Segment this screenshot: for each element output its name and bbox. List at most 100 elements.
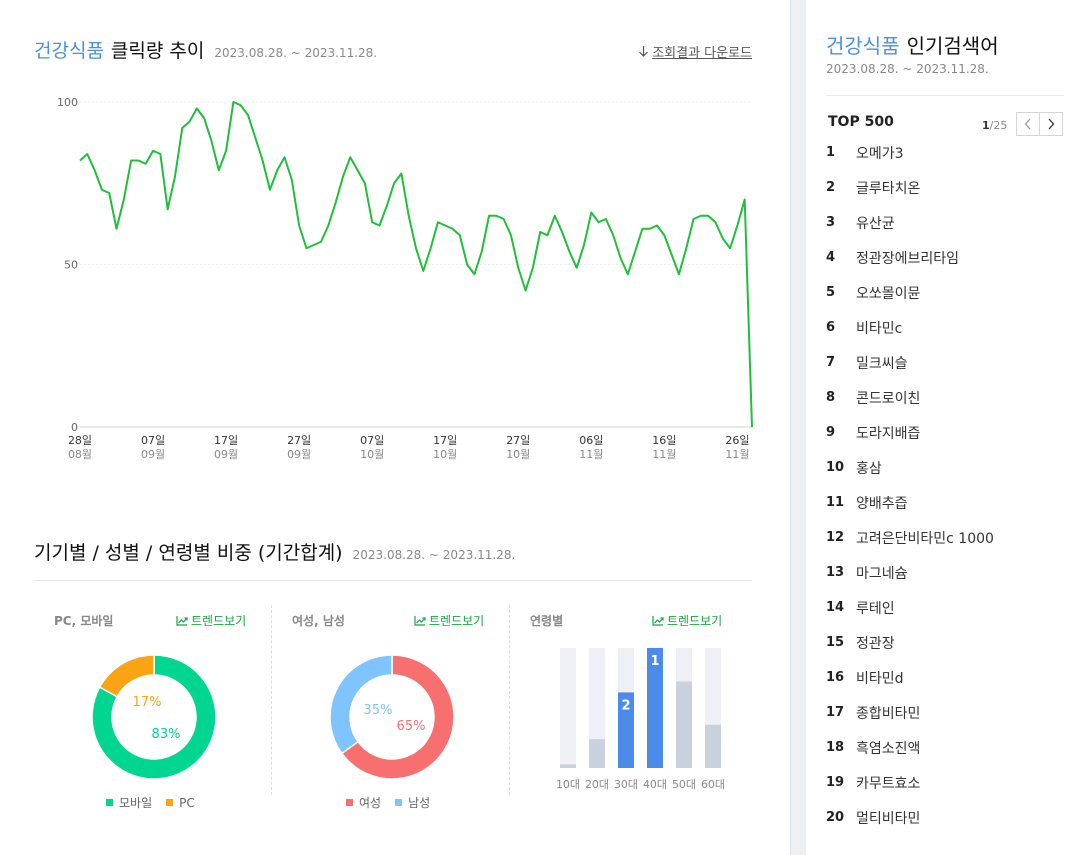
age-category-label: 30대	[614, 778, 638, 791]
age-bar-track	[560, 648, 576, 768]
keyword-rank-item[interactable]: 14 루테인	[826, 590, 1064, 625]
keyword-rank-item[interactable]: 17 종합비타민	[826, 695, 1064, 730]
age-category-label: 20대	[585, 778, 609, 791]
panel-title: PC, 모바일	[54, 614, 114, 628]
rank-number: 1	[826, 145, 836, 160]
keyword-rank-item[interactable]: 11 양배추즙	[826, 485, 1064, 520]
main-panel: 건강식품 클릭량 추이 2023.08.28. ~ 2023.11.28. 조회…	[34, 40, 753, 811]
keyword-rank-item[interactable]: 9 도라지배즙	[826, 415, 1064, 450]
x-tick-month: 08월	[68, 448, 92, 461]
mobile-swatch	[106, 799, 113, 806]
panel-divider	[509, 605, 510, 795]
x-tick-day: 28일	[68, 433, 92, 447]
age-bar	[618, 692, 634, 768]
ratio-period: 2023.08.28. ~ 2023.11.28.	[352, 548, 516, 562]
age-bar	[560, 764, 576, 768]
pc-swatch	[166, 799, 174, 806]
period-label: 2023.08.28. ~ 2023.11.28.	[214, 46, 378, 60]
x-tick-month: 11월	[725, 448, 749, 461]
rank-number: 14	[826, 600, 845, 615]
donut-slice-1	[98, 654, 155, 698]
sidebar-period: 2023.08.28. ~ 2023.11.28.	[826, 62, 989, 76]
trend-label: 트렌드보기	[191, 614, 247, 628]
donut-percent-label: 35%	[364, 703, 393, 718]
keyword-rank-item[interactable]: 4 정관장에브리타임	[826, 240, 1064, 275]
trend-view-link[interactable]: 트렌드보기	[414, 612, 484, 629]
donut-slice-0	[91, 654, 217, 780]
rank-number: 15	[826, 635, 845, 650]
keyword-text: 홍삼	[856, 460, 882, 477]
trend-label: 트렌드보기	[667, 614, 723, 628]
rank-number: 4	[826, 250, 836, 265]
rank-number: 13	[826, 565, 845, 580]
gender-legend: 여성 남성	[346, 794, 430, 811]
ratio-section-title: 기기별 / 성별 / 연령별 비중 (기간합계) 2023.08.28. ~ 2…	[34, 538, 515, 565]
page-current: 1	[982, 119, 990, 132]
rank-number: 18	[826, 740, 845, 755]
chart-title: 클릭량 추이	[110, 40, 205, 62]
device-donut-chart: 83% 17%	[91, 654, 217, 780]
download-label: 조회결과 다운로드	[652, 46, 752, 61]
keyword-rank-item[interactable]: 3 유산균	[826, 205, 1064, 240]
keyword-text: 양배추즙	[856, 495, 908, 512]
keyword-rank-item[interactable]: 10 홍삼	[826, 450, 1064, 485]
rank-number: 6	[826, 320, 836, 335]
sidebar-heading: 인기검색어	[906, 34, 999, 58]
keyword-rank-item[interactable]: 5 오쏘몰이뮨	[826, 275, 1064, 310]
keyword-text: 정관장	[856, 635, 895, 652]
rank-number: 8	[826, 390, 836, 405]
x-tick-day: 27일	[287, 433, 311, 447]
rank-number: 10	[826, 460, 845, 475]
keyword-rank-list: 1 오메가3 2 글루타치온 3 유산균 4 정관장에브리타임 5 오쏘몰이뮨 6 비타민c 7 밀크씨슬…	[826, 135, 1064, 835]
keyword-text: 콘드로이친	[856, 390, 921, 407]
ratio-title: 기기별 / 성별 / 연령별 비중 (기간합계)	[34, 542, 343, 564]
keyword-rank-item[interactable]: 18 흑염소진액	[826, 730, 1064, 765]
download-link[interactable]: 조회결과 다운로드	[638, 42, 752, 61]
page-indicator: 1/25	[982, 119, 1007, 132]
donut-percent-label: 17%	[133, 695, 162, 710]
keyword-rank-item[interactable]: 6 비타민c	[826, 310, 1064, 345]
keyword-text: 흑염소진액	[856, 740, 921, 757]
age-bar	[647, 648, 663, 768]
age-category-label: 10대	[556, 778, 580, 791]
keyword-rank-item[interactable]: 13 마그네슘	[826, 555, 1064, 590]
x-tick-day: 06일	[579, 433, 603, 447]
x-tick-day: 17일	[214, 433, 238, 447]
x-tick-day: 27일	[506, 433, 530, 447]
keyword-rank-item[interactable]: 1 오메가3	[826, 135, 1064, 170]
donut-percent-label: 65%	[397, 719, 426, 734]
x-tick-month: 10월	[360, 448, 384, 461]
rank-number: 11	[826, 495, 845, 510]
trend-view-link[interactable]: 트렌드보기	[652, 612, 722, 629]
sidebar-title: 건강식품 인기검색어	[826, 30, 999, 59]
x-tick-day: 07일	[141, 433, 165, 447]
keyword-rank-item[interactable]: 8 콘드로이친	[826, 380, 1064, 415]
trend-icon	[652, 616, 664, 626]
next-page-button[interactable]	[1039, 112, 1063, 136]
keyword-text: 루테인	[856, 600, 895, 617]
keyword-rank-item[interactable]: 20 멀티비타민	[826, 800, 1064, 835]
rank-number: 16	[826, 670, 845, 685]
x-tick-month: 11월	[652, 448, 676, 461]
keyword-text: 비타민d	[856, 670, 904, 687]
keyword-rank-item[interactable]: 12 고려은단비타민c 1000	[826, 520, 1064, 555]
keyword-rank-item[interactable]: 15 정관장	[826, 625, 1064, 660]
trend-view-link[interactable]: 트렌드보기	[176, 612, 246, 629]
keyword-text: 카무트효소	[856, 775, 921, 792]
keyword-rank-item[interactable]: 19 카무트효소	[826, 765, 1064, 800]
legend-mobile: 모바일	[119, 796, 153, 810]
divider	[34, 580, 752, 581]
keyword-rank-item[interactable]: 2 글루타치온	[826, 170, 1064, 205]
rank-number: 7	[826, 355, 836, 370]
top-label: TOP 500	[828, 114, 894, 130]
age-rank-label: 1	[650, 654, 659, 669]
panel-title: 연령별	[530, 614, 564, 628]
keyword-text: 유산균	[856, 215, 895, 232]
keyword-text: 마그네슘	[856, 565, 908, 582]
click-trend-line-chart: 05010028일08월07일09월17일09월27일09월07일10월17일1…	[57, 96, 753, 461]
keyword-rank-item[interactable]: 7 밀크씨슬	[826, 345, 1064, 380]
panel-splitter	[790, 0, 806, 855]
keyword-rank-item[interactable]: 16 비타민d	[826, 660, 1064, 695]
prev-page-button[interactable]	[1016, 112, 1040, 136]
legend-female: 여성	[359, 796, 382, 810]
